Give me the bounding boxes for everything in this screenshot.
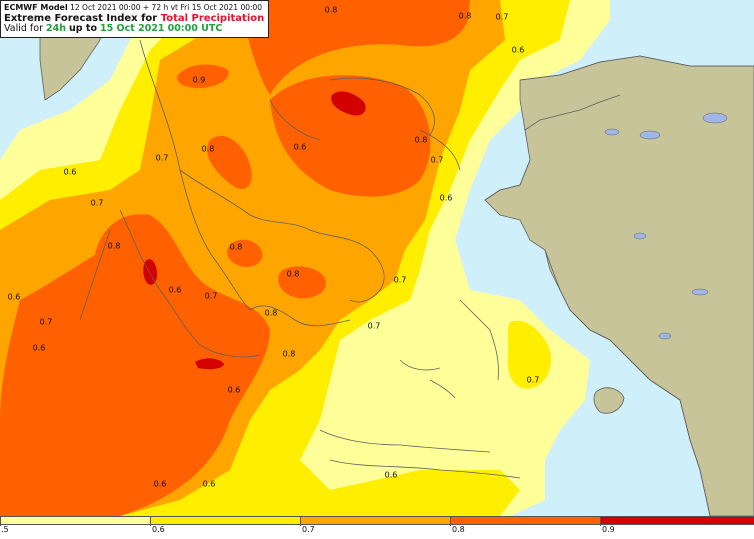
contour-label: 0.8 [324,5,338,15]
map-header: ECMWF Model 12 Oct 2021 00:00 + 72 h vt … [0,0,270,39]
legend-swatch [0,516,150,525]
title-prefix: Extreme Forecast Index for [4,12,158,24]
contour-label: 0.7 [393,275,407,285]
efi-area-08-blob2 [227,239,263,268]
efi-area-09-west [143,259,158,285]
lake [639,130,661,140]
contour-label: 0.8 [286,269,300,279]
efi-area-09-south [195,358,224,370]
efi-area-08-north [240,0,470,95]
map-canvas [0,0,754,516]
land-cyprus-rhodes [593,387,625,414]
legend-tick [0,516,1,526]
contour-label: 0.6 [63,167,77,177]
lake [604,128,620,136]
valid-time: 00:00 UTC [167,23,223,35]
contour-label: 0.8 [107,241,121,251]
colour-scale-legend: .5 0.6 0.7 0.8 0.9 [0,516,754,539]
title-line: Extreme Forecast Index for Total Precipi… [4,13,264,25]
efi-area-09-north [331,91,366,116]
contour-label: 0.6 [511,45,525,55]
legend-tick [150,516,151,526]
contour-label: 0.6 [32,343,46,353]
efi-area-08-blob3 [278,266,326,299]
run-info: 12 Oct 2021 00:00 + 72 h vt Fri 15 Oct 2… [70,3,263,12]
lake [702,112,728,124]
contour-label: 0.6 [439,193,453,203]
contour-label: 0.6 [227,385,241,395]
efi-map: ECMWF Model 12 Oct 2021 00:00 + 72 h vt … [0,0,754,516]
legend-swatch [150,516,300,525]
contour-label: 0.8 [229,242,243,252]
run-info-line: ECMWF Model 12 Oct 2021 00:00 + 72 h vt … [4,3,264,13]
lake [691,288,709,296]
contour-label: 0.6 [202,479,216,489]
contour-label: 0.6 [293,142,307,152]
parameter-name: Total Precipitation [160,12,265,24]
legend-tick-label: 0.6 [152,525,165,534]
contour-label: 0.8 [201,144,215,154]
valid-date: 15 Oct 2021 [100,23,165,35]
legend-swatch [600,516,754,525]
contour-label: 0.8 [282,349,296,359]
efi-area-08-west [0,214,270,516]
legend-tick-label: 0.7 [302,525,315,534]
legend-swatch [300,516,450,525]
valid-period: 24h [46,23,66,35]
efi-area-08-blob4 [177,64,229,88]
legend-swatch [450,516,600,525]
legend-tick-label: 0.9 [602,525,615,534]
valid-prefix: Valid for [4,23,43,35]
contour-label: 0.7 [204,291,218,301]
contour-label: 0.6 [153,479,167,489]
lake [658,332,672,340]
contour-label: 0.6 [384,470,398,480]
model-name: ECMWF Model [4,3,68,12]
contour-label: 0.6 [7,292,21,302]
valid-line: Valid for 24h up to 15 Oct 2021 00:00 UT… [4,23,264,35]
contour-label: 0.8 [264,308,278,318]
contour-label: 0.9 [192,75,206,85]
contour-label: 0.7 [430,155,444,165]
contour-label: 0.7 [155,153,169,163]
efi-area-06-east [507,320,552,389]
contour-label: 0.8 [414,135,428,145]
efi-area-08-central [270,75,431,197]
legend-tick [300,516,301,526]
contour-label: 0.7 [367,321,381,331]
contour-label: 0.7 [90,198,104,208]
valid-mid: up to [69,23,97,35]
contour-label: 0.7 [39,317,53,327]
legend-tick [450,516,451,526]
contour-label: 0.7 [526,375,540,385]
coastlines [79,39,754,516]
legend-tick-label: .5 [1,525,9,534]
contour-label: 0.8 [458,11,472,21]
efi-area-08-blob1 [207,136,252,189]
legend-tick-label: 0.8 [452,525,465,534]
legend-tick [600,516,601,526]
contour-label: 0.6 [168,285,182,295]
contour-label: 0.7 [495,12,509,22]
lake [633,232,647,240]
